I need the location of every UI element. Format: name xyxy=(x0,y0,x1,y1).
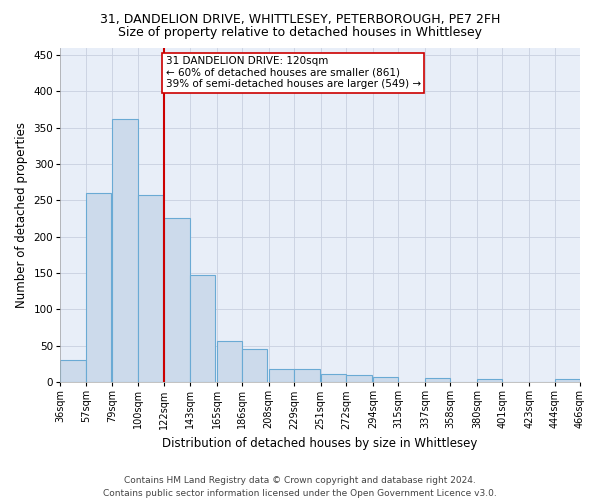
Bar xyxy=(346,375,371,382)
Bar xyxy=(60,360,86,382)
Bar xyxy=(294,369,320,382)
Bar xyxy=(164,218,190,382)
Y-axis label: Number of detached properties: Number of detached properties xyxy=(15,122,28,308)
X-axis label: Distribution of detached houses by size in Whittlesey: Distribution of detached houses by size … xyxy=(163,437,478,450)
Text: Contains HM Land Registry data © Crown copyright and database right 2024.
Contai: Contains HM Land Registry data © Crown c… xyxy=(103,476,497,498)
Bar xyxy=(190,274,215,382)
Text: Size of property relative to detached houses in Whittlesey: Size of property relative to detached ho… xyxy=(118,26,482,39)
Text: 31, DANDELION DRIVE, WHITTLESEY, PETERBOROUGH, PE7 2FH: 31, DANDELION DRIVE, WHITTLESEY, PETERBO… xyxy=(100,12,500,26)
Bar xyxy=(554,380,580,382)
Bar xyxy=(373,377,398,382)
Bar xyxy=(477,380,502,382)
Bar xyxy=(138,195,163,382)
Bar xyxy=(425,378,451,382)
Bar xyxy=(112,119,138,382)
Bar xyxy=(269,369,294,382)
Bar xyxy=(217,342,242,382)
Bar xyxy=(242,350,268,382)
Bar xyxy=(321,374,346,382)
Text: 31 DANDELION DRIVE: 120sqm
← 60% of detached houses are smaller (861)
39% of sem: 31 DANDELION DRIVE: 120sqm ← 60% of deta… xyxy=(166,56,421,90)
Bar xyxy=(86,193,111,382)
